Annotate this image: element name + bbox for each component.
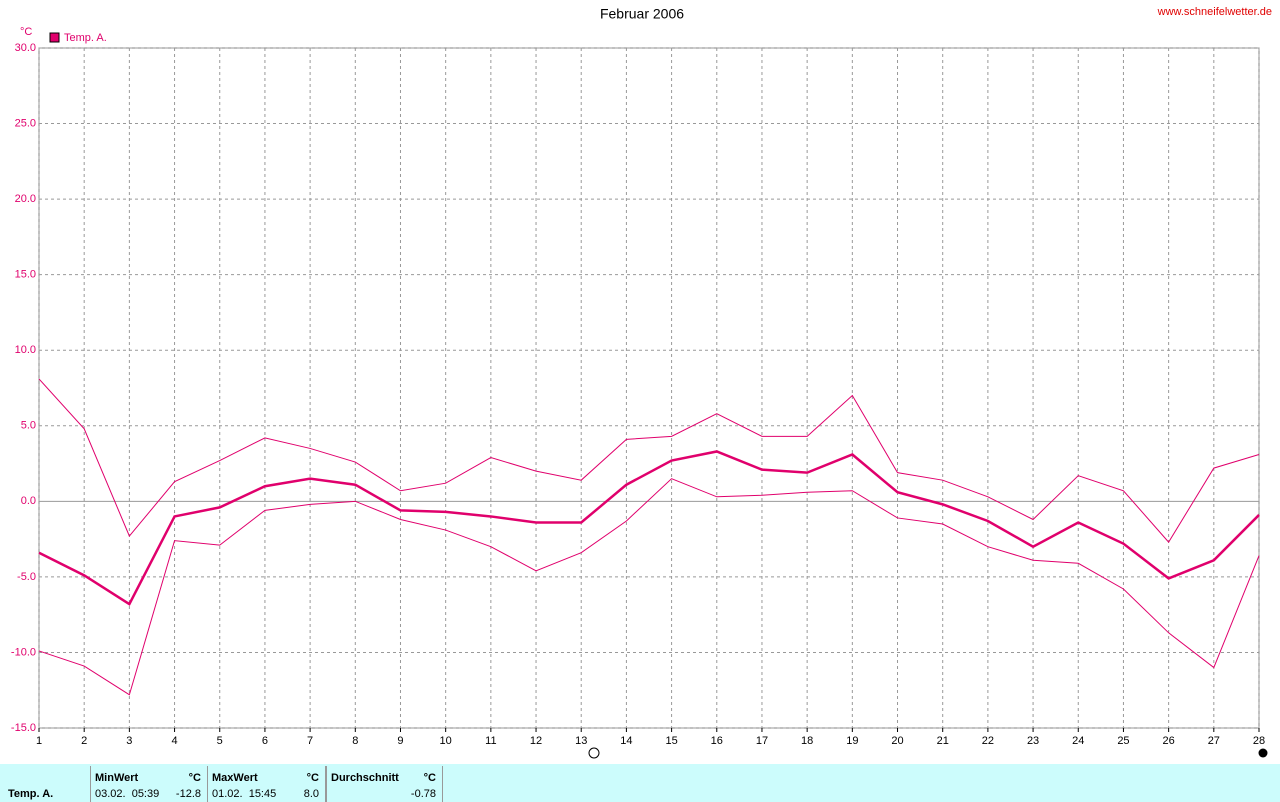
stat-time: 03.02. 05:39 (95, 788, 160, 800)
x-tick-label: 26 (1163, 735, 1175, 747)
stat-header: MaxWert (212, 772, 258, 784)
moon-full (1258, 748, 1268, 758)
x-tick-label: 15 (665, 735, 677, 747)
stat-cell: MaxWert °C 01.02. 15:45 8.0 (207, 766, 326, 802)
x-tick-label: 16 (711, 735, 723, 747)
x-tick-label: 14 (620, 735, 632, 747)
stat-header: Durchschnitt (331, 772, 399, 784)
x-tick-label: 18 (801, 735, 813, 747)
y-tick-label: -10.0 (11, 646, 36, 658)
footer: Temp. A. MinWert °C 03.02. 05:39 -12.8 MaxWer… (0, 764, 1280, 802)
x-tick-label: 21 (937, 735, 949, 747)
y-tick-label: 0.0 (21, 495, 36, 507)
x-tick-label: 1 (36, 735, 42, 747)
y-tick-label: 10.0 (15, 344, 36, 356)
stat-unit: °C (423, 772, 436, 784)
source: www.schneifelwetter.de (1157, 6, 1272, 18)
chart: Februar 2006 www.schneifelwetter.de °C -… (11, 6, 1272, 759)
stat-cell: Durchschnitt °C -0.78 (326, 766, 443, 802)
legend-swatch (49, 32, 60, 43)
stat-value: -12.8 (175, 788, 201, 800)
x-tick-label: 27 (1208, 735, 1220, 747)
x-tick-label: 10 (440, 735, 452, 747)
legend-label: Temp. A. (64, 32, 107, 44)
x-tick-label: 5 (217, 735, 223, 747)
x-tick-label: 4 (171, 735, 177, 747)
x-tick-label: 3 (126, 735, 132, 747)
y-tick-label: 20.0 (15, 193, 36, 205)
x-tick-label: 9 (397, 735, 403, 747)
y-tick-label: 15.0 (15, 269, 36, 281)
y-tick-label: 25.0 (15, 117, 36, 129)
x-tick-label: 7 (307, 735, 313, 747)
stat-time: 01.02. 15:45 (212, 788, 277, 800)
plot-area (38, 47, 1260, 729)
x-tick-label: 25 (1117, 735, 1129, 747)
x-tick-label: 13 (575, 735, 587, 747)
x-tick-label: 28 (1253, 735, 1265, 747)
x-tick-label: 12 (530, 735, 542, 747)
x-tick-label: 8 (352, 735, 358, 747)
y-unit: °C (20, 26, 32, 38)
stat-unit: °C (306, 772, 319, 784)
x-tick-label: 6 (262, 735, 268, 747)
y-tick-label: 30.0 (15, 42, 36, 54)
y-tick-label: -5.0 (17, 571, 36, 583)
x-tick-label: 17 (756, 735, 768, 747)
stat-value: -0.78 (410, 788, 436, 800)
x-tick-label: 11 (485, 735, 496, 747)
stat-header: MinWert (95, 772, 139, 784)
line-low (38, 478, 1260, 696)
line-values (38, 450, 1260, 606)
row-label: Temp. A. (8, 788, 54, 800)
x-tick-label: 24 (1072, 735, 1084, 747)
x-tick-label: 19 (846, 735, 858, 747)
chart-title: Februar 2006 (600, 6, 684, 22)
x-tick-label: 23 (1027, 735, 1039, 747)
stat-cell: MinWert °C 03.02. 05:39 -12.8 (90, 766, 208, 802)
y-tick-label: -15.0 (11, 722, 36, 734)
stat-unit: °C (188, 772, 201, 784)
x-tick-label: 2 (81, 735, 87, 747)
moon-new (588, 747, 600, 759)
x-tick-label: 22 (982, 735, 994, 747)
y-tick-label: 5.0 (21, 420, 36, 432)
line-high (38, 378, 1260, 543)
stat-value: 8.0 (303, 788, 319, 800)
x-tick-label: 20 (891, 735, 903, 747)
